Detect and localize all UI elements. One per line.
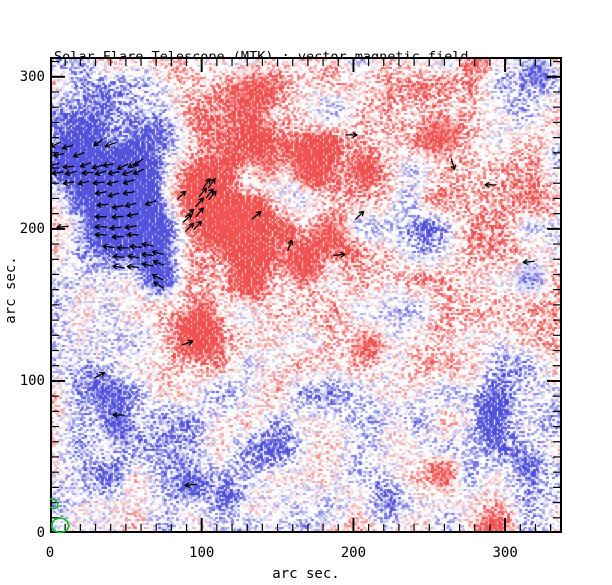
field-vector-arrow — [251, 211, 262, 220]
field-vector-arrow — [202, 178, 211, 189]
y-tick-label: 200 — [19, 220, 45, 237]
field-vector-arrow — [112, 412, 125, 418]
field-vector-arrow — [151, 249, 164, 256]
field-vector-arrow — [181, 339, 194, 346]
field-vector-arrow — [92, 179, 105, 186]
y-tick-labels: 0 100 200 300 — [0, 0, 45, 585]
y-tick-label: 300 — [19, 68, 45, 85]
field-vector-arrow — [116, 163, 129, 170]
green-contour — [50, 498, 59, 510]
field-vector-arrow — [50, 141, 62, 148]
field-vector-arrow — [111, 214, 124, 220]
field-vector-arrow — [144, 200, 157, 206]
field-vector-arrow — [111, 204, 124, 210]
field-vector-arrow — [333, 251, 346, 258]
field-vector-arrow — [195, 207, 204, 218]
plot-frame — [50, 57, 562, 533]
field-vector-arrow — [126, 212, 139, 218]
field-vector-arrow — [152, 259, 165, 266]
field-vector-arrow — [124, 224, 137, 230]
field-vector-arrow — [198, 187, 207, 198]
field-vector-arrow — [151, 273, 164, 281]
field-vector-arrow — [522, 259, 535, 265]
field-vector-arrow — [93, 138, 104, 147]
y-tick-label: 0 — [36, 525, 45, 541]
field-vector-arrow — [94, 170, 107, 176]
y-tick-label: 100 — [19, 372, 45, 389]
field-vector-arrow — [94, 190, 107, 196]
field-vector-arrow — [177, 190, 187, 200]
field-vector-arrow — [91, 164, 104, 170]
field-vector-arrow — [126, 263, 139, 270]
field-vector-arrow — [129, 243, 142, 250]
field-vector-arrow — [51, 170, 64, 176]
field-vector-arrow — [132, 168, 145, 175]
field-vector-arrow — [124, 202, 137, 208]
plot-area — [50, 57, 562, 533]
field-vector-arrow — [127, 253, 140, 260]
field-vector-arrow — [94, 231, 107, 238]
field-vector-arrow — [104, 142, 117, 148]
field-vector-arrow — [109, 224, 122, 231]
x-tick-labels: 0 100 200 300 — [0, 545, 612, 563]
field-vector-arrow — [185, 222, 195, 232]
field-vector-arrow — [107, 192, 120, 198]
field-vector-arrow — [102, 243, 115, 250]
field-vector-arrow — [122, 190, 135, 196]
field-vector-arrow — [107, 170, 120, 176]
field-vector-arrow — [484, 181, 497, 188]
x-tick-label: 0 — [45, 545, 55, 561]
field-vector-arrow — [195, 197, 204, 207]
field-vector-arrow — [106, 180, 119, 186]
field-vector-arrow — [116, 244, 129, 251]
field-vector-arrow — [64, 170, 77, 176]
field-vector-arrow — [52, 152, 65, 158]
field-vector-arrow — [182, 213, 193, 223]
field-vector-arrow — [133, 158, 144, 167]
field-vector-arrow — [122, 179, 135, 185]
field-vector-arrow — [79, 162, 92, 168]
field-vector-arrow — [126, 231, 139, 238]
plot-overlay — [50, 57, 562, 533]
field-vector-arrow — [81, 170, 94, 176]
field-vector-arrow — [193, 220, 203, 231]
field-vector-arrow — [141, 251, 154, 258]
field-vector-arrow — [112, 253, 125, 260]
field-vector-arrow — [94, 371, 105, 379]
field-vector-arrow — [72, 152, 85, 158]
field-vector-arrow — [94, 213, 107, 220]
magnetogram-canvas — [50, 57, 562, 533]
field-vector-arrow — [141, 261, 154, 268]
field-vector-arrow — [50, 162, 60, 168]
field-vector-arrow — [207, 178, 216, 189]
field-vector-arrow — [96, 202, 109, 208]
field-vector-arrow — [111, 234, 124, 240]
field-vector-arrow — [141, 241, 154, 248]
field-vector-arrow — [153, 281, 164, 289]
x-tick-label: 200 — [340, 545, 367, 561]
field-vector-arrow — [128, 161, 139, 168]
field-vector-arrow — [208, 190, 217, 201]
x-tick-label: 100 — [189, 545, 215, 561]
green-contour — [51, 517, 70, 533]
field-vector-arrow — [287, 239, 294, 252]
field-vector-arrow — [102, 162, 115, 168]
x-axis-title: arc sec. — [272, 566, 340, 582]
field-vector-arrow — [355, 210, 365, 220]
field-vector-arrow — [56, 224, 69, 230]
field-vector-arrow — [94, 223, 107, 230]
field-vector-arrow — [62, 180, 75, 186]
field-vector-arrow — [345, 131, 358, 138]
field-vector-arrow — [61, 144, 74, 150]
field-vector-arrow — [184, 482, 197, 488]
x-tick-label: 300 — [492, 545, 518, 561]
field-vector-arrow — [121, 170, 134, 177]
field-vector-arrow — [450, 158, 457, 171]
field-vector-arrow — [112, 263, 125, 270]
field-vector-arrow — [62, 163, 75, 170]
y-axis-title: arc sec. — [3, 256, 19, 324]
field-vector-arrow — [77, 180, 90, 186]
